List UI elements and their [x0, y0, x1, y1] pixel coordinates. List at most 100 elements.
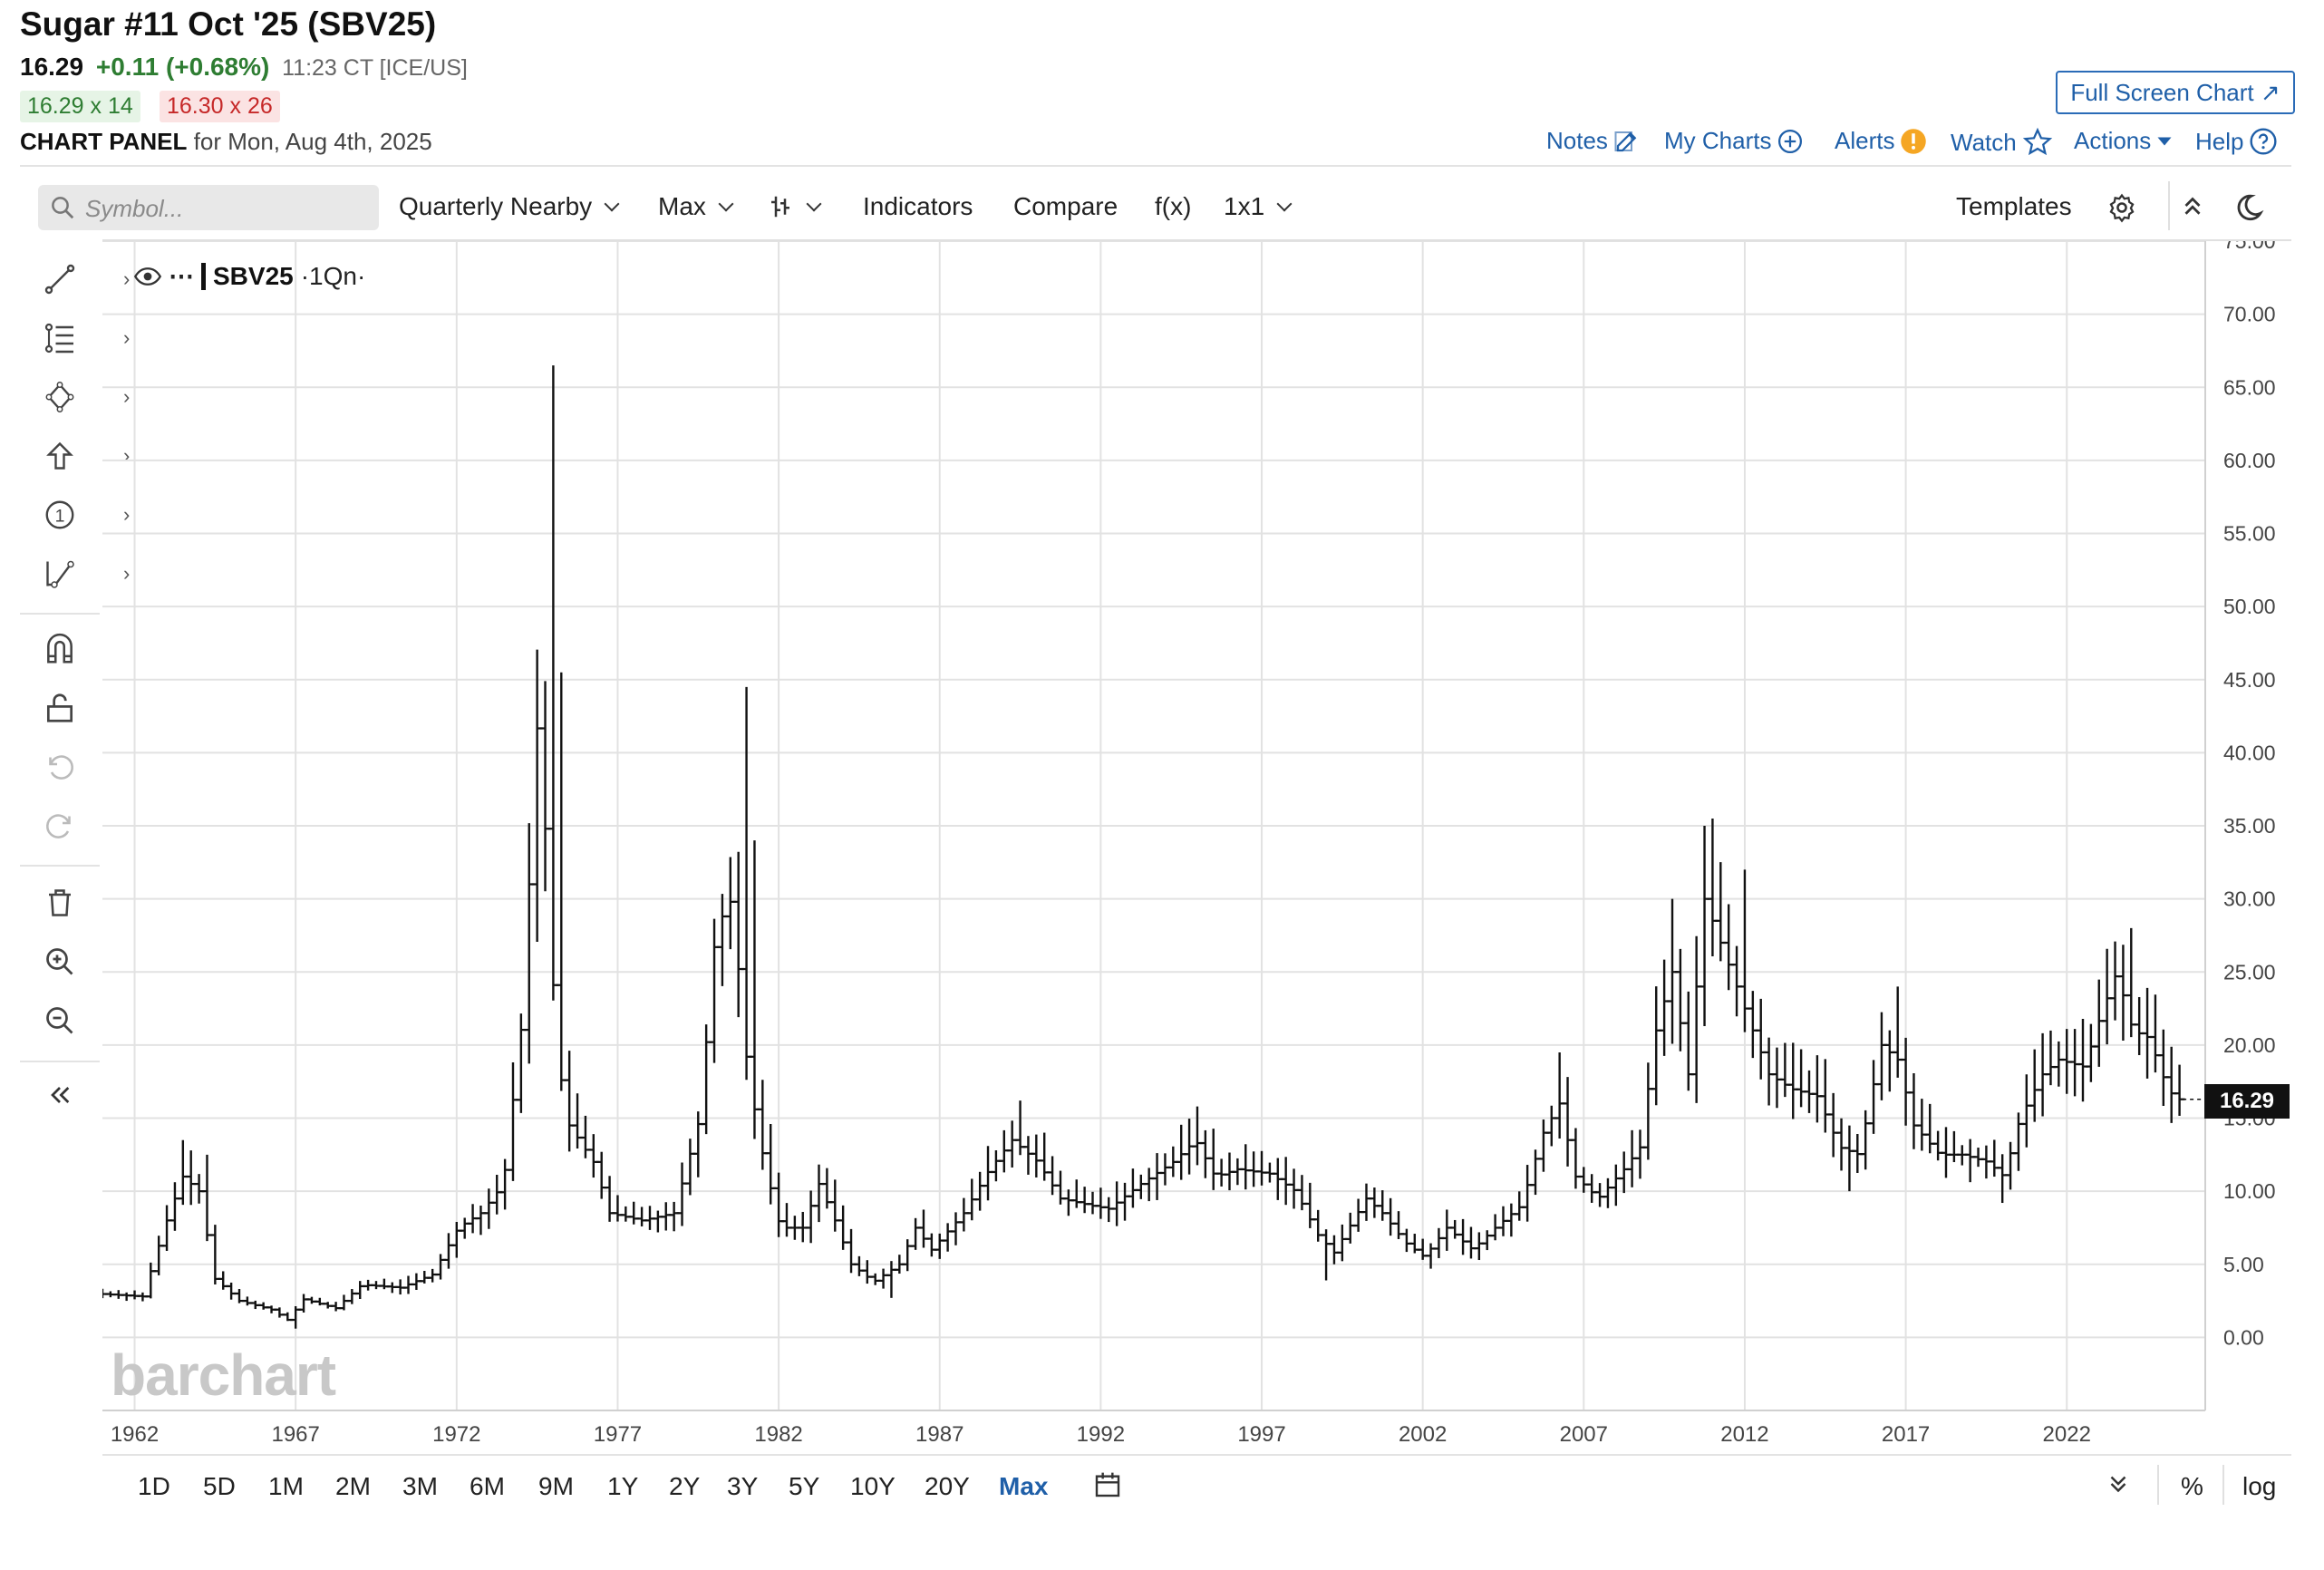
actions-menu[interactable]: Actions: [2074, 127, 2173, 155]
range-button-1d[interactable]: 1D: [138, 1472, 170, 1500]
x-tick-label: 2012: [1720, 1422, 1768, 1447]
lock-tool[interactable]: [36, 686, 83, 730]
ohlc-bar: [780, 1203, 792, 1237]
ohlc-bar: [612, 1195, 624, 1222]
x-tick-label: 2002: [1399, 1422, 1447, 1447]
fib-tool[interactable]: ›: [36, 316, 130, 360]
ohlc-bar: [1602, 1178, 1613, 1208]
ohlc-bar: [1135, 1174, 1147, 1199]
ohlc-bar: [1731, 945, 1743, 1017]
calendar-button[interactable]: [1093, 1470, 1122, 1504]
range-button-5d[interactable]: 5D: [203, 1472, 236, 1500]
templates-button[interactable]: Templates: [1956, 192, 2072, 221]
alerts-link[interactable]: Alerts: [1835, 127, 1927, 155]
toolbar-divider: [2168, 181, 2170, 230]
edit-icon: [1614, 131, 1637, 151]
zoom-in-button[interactable]: [36, 940, 83, 984]
ohlc-bar: [1578, 1167, 1590, 1193]
help-link[interactable]: Help: [2195, 127, 2278, 156]
period-dropdown[interactable]: Quarterly Nearby: [399, 192, 620, 221]
range-button-5y[interactable]: 5Y: [789, 1472, 820, 1500]
fx-button[interactable]: f(x): [1155, 192, 1191, 221]
ohlc-bar: [1908, 1072, 1920, 1149]
indicators-button[interactable]: Indicators: [863, 192, 973, 221]
range-button-9m[interactable]: 9M: [538, 1472, 574, 1500]
ohlc-bar: [741, 686, 752, 1081]
ohlc-bar: [1191, 1106, 1203, 1166]
x-tick-label: 2022: [2043, 1422, 2091, 1447]
zoom-in-icon: [46, 948, 73, 975]
ohlc-bar: [1457, 1218, 1469, 1255]
panel-title: CHART PANEL: [20, 128, 188, 155]
undo-button[interactable]: [36, 745, 83, 789]
range-button-6m[interactable]: 6M: [470, 1472, 505, 1500]
ohlc-bar: [1804, 1070, 1816, 1113]
ohlc-bar: [1642, 1062, 1654, 1160]
redo-button[interactable]: [36, 804, 83, 848]
magnet-icon: [47, 633, 73, 664]
range-button-20y[interactable]: 20Y: [925, 1472, 970, 1500]
ohlc-bar: [1514, 1191, 1525, 1221]
shape-tool[interactable]: ›: [36, 375, 130, 419]
ohlc-bar: [1215, 1158, 1227, 1187]
compare-button[interactable]: Compare: [1013, 192, 1118, 221]
ohlc-bar: [161, 1205, 173, 1251]
range-button-2y[interactable]: 2Y: [669, 1472, 701, 1500]
percent-toggle[interactable]: %: [2181, 1472, 2203, 1500]
settings-button[interactable]: [2106, 192, 2137, 223]
price-chart[interactable]: 0.005.0010.0015.0020.0025.0030.0035.0040…: [102, 241, 2291, 1465]
measure-tool[interactable]: ›: [36, 552, 130, 596]
double-chevron-down-icon: [2110, 1476, 2126, 1493]
ohlc-bar: [2020, 1074, 2032, 1148]
layout-dropdown[interactable]: 1x1: [1224, 192, 1293, 221]
my-charts-link[interactable]: My Charts: [1664, 127, 1804, 155]
ohlc-bar: [2012, 1112, 2024, 1171]
expand-bottom-button[interactable]: [2105, 1470, 2132, 1502]
zoom-out-button[interactable]: [36, 999, 83, 1042]
watch-link[interactable]: Watch: [1951, 127, 2053, 158]
ohlc-bar: [2093, 979, 2105, 1067]
number-icon: 1: [45, 500, 74, 529]
ohlc-bar: [1634, 1129, 1646, 1179]
last-price-tag: 16.29: [2204, 1084, 2290, 1119]
chevron-down-icon: [718, 196, 734, 212]
range-button-1y[interactable]: 1Y: [607, 1472, 639, 1500]
ohlc-bar: [1586, 1174, 1598, 1203]
ohlc-bar: [1674, 948, 1686, 1052]
ohlc-bar: [1924, 1103, 1936, 1154]
full-screen-chart-button[interactable]: Full Screen Chart ↗: [2056, 71, 2295, 114]
number-tool[interactable]: 1 ›: [36, 493, 130, 537]
trend-line-tool[interactable]: ›: [36, 257, 130, 301]
ohlc-bar: [2125, 927, 2137, 1038]
range-button-1m[interactable]: 1M: [268, 1472, 304, 1500]
chart-legend: ⋯ SBV25 ·1Qn·: [134, 261, 365, 291]
bar-style-dropdown[interactable]: [767, 192, 822, 221]
symbol-search-input[interactable]: Symbol...: [38, 185, 379, 230]
range-button-max[interactable]: Max: [999, 1472, 1049, 1500]
delete-tool[interactable]: [36, 881, 83, 925]
ohlc-bar: [129, 1290, 140, 1300]
arrow-tool[interactable]: ›: [36, 434, 130, 478]
range-dropdown[interactable]: Max: [658, 192, 734, 221]
range-button-3m[interactable]: 3M: [402, 1472, 438, 1500]
ohlc-bar: [305, 1296, 317, 1304]
range-button-2m[interactable]: 2M: [335, 1472, 371, 1500]
notes-link[interactable]: Notes: [1546, 127, 1641, 155]
ohlc-bar: [917, 1209, 929, 1248]
ohlc-bar: [773, 1172, 785, 1237]
range-button-3y[interactable]: 3Y: [727, 1472, 759, 1500]
magnet-tool[interactable]: [36, 627, 83, 671]
y-tick-label: 60.00: [2223, 449, 2276, 472]
ohlc-bar: [910, 1217, 922, 1250]
ohlc-bar: [2142, 987, 2154, 1079]
ohlc-bar: [1207, 1129, 1219, 1190]
more-icon[interactable]: ⋯: [169, 262, 194, 290]
ohlc-bar: [1883, 1030, 1895, 1092]
dark-mode-button[interactable]: [2233, 192, 2264, 223]
log-toggle[interactable]: log: [2242, 1472, 2277, 1500]
collapse-button[interactable]: [2179, 192, 2206, 219]
range-button-10y[interactable]: 10Y: [850, 1472, 896, 1500]
ohlc-bar: [1433, 1227, 1445, 1258]
eye-icon[interactable]: [134, 267, 161, 286]
collapse-tools-button[interactable]: [36, 1073, 83, 1117]
